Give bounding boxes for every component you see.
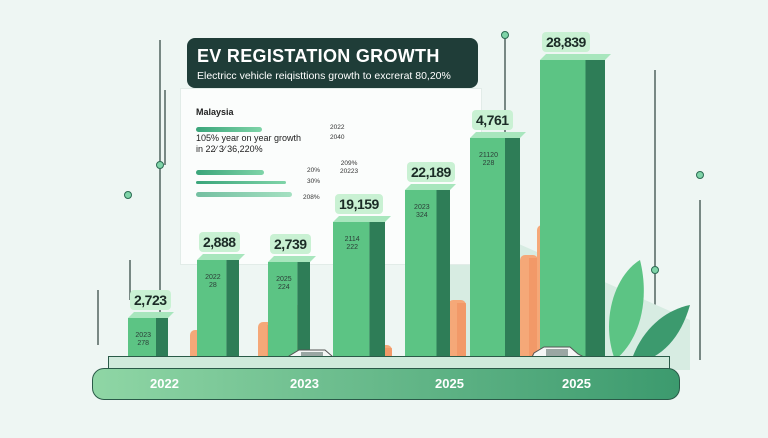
- chart-subtitle: Electricc vehicle reiqisttions growth to…: [197, 70, 451, 82]
- leaf-icon: [609, 260, 644, 360]
- growth-note: 105% year on year growth in 22∕ 3∕ 36,22…: [196, 133, 302, 154]
- bar-sublabel: 2023 324: [414, 204, 430, 219]
- data-label: 19,159: [335, 194, 383, 214]
- bar-label: 2040: [330, 134, 345, 141]
- chart-title: EV REGISTATION GROWTH: [197, 46, 440, 66]
- progress-bar: [196, 127, 262, 132]
- bar-label: 30%: [307, 178, 321, 185]
- timeline-top: [108, 356, 670, 371]
- bar-top: [128, 312, 174, 318]
- bar-sublabel: 21120 228: [479, 152, 498, 167]
- bar-top: [197, 254, 245, 260]
- bar: [268, 262, 298, 368]
- region-label: Malaysia: [196, 107, 234, 117]
- progress-bar: [196, 181, 286, 184]
- bar-label: 208%: [303, 194, 320, 201]
- connector-dot: [156, 161, 164, 169]
- timeline-year: 2022: [150, 376, 179, 391]
- bar-sublabel: 2023 278: [135, 332, 151, 347]
- timeline-year: 2025: [435, 376, 464, 391]
- bar: [333, 222, 370, 368]
- leaf-icon: [630, 305, 690, 365]
- bar-sublabel: 2114 222: [344, 236, 360, 251]
- progress-bar: [196, 170, 264, 175]
- bar-label: 2022: [330, 124, 345, 131]
- bar-side: [505, 138, 520, 368]
- bar: [540, 60, 586, 368]
- timeline-year: 2023: [290, 376, 319, 391]
- bar-sublabel: 2022 28: [205, 274, 221, 289]
- secondary-bar-shade: [529, 258, 538, 368]
- bar-side: [156, 318, 168, 368]
- timeline-year: 2025: [562, 376, 591, 391]
- data-label: 2,739: [270, 234, 311, 254]
- connector-dot: [501, 31, 509, 39]
- bar-top: [333, 216, 391, 222]
- bar: [197, 260, 227, 368]
- bar-top: [540, 54, 611, 60]
- bar-label: 20%: [307, 167, 321, 174]
- secondary-bar-shade: [457, 303, 466, 368]
- data-label: 22,189: [407, 162, 455, 182]
- connector-dot: [124, 191, 132, 199]
- bar-side: [436, 190, 450, 368]
- bar-side: [226, 260, 239, 368]
- bar: [405, 190, 437, 368]
- bar-sublabel: 2025 224: [276, 276, 292, 291]
- bar-top: [268, 256, 316, 262]
- data-label: 4,761: [472, 110, 513, 130]
- timeline: [92, 368, 680, 400]
- data-label: 28,839: [542, 32, 590, 52]
- bar-top: [470, 132, 526, 138]
- title-box: EV REGISTATION GROWTH Electricc vehicle …: [187, 38, 478, 88]
- car-window: [546, 349, 568, 356]
- car-window: [301, 352, 323, 359]
- bar: [470, 138, 505, 368]
- progress-bar: [196, 192, 292, 197]
- bar-side: [369, 222, 385, 368]
- side-label: 209% 20223: [340, 160, 359, 175]
- bar-top: [405, 184, 456, 190]
- data-label: 2,888: [199, 232, 240, 252]
- bar-side: [297, 262, 310, 368]
- data-label: 2,723: [130, 290, 171, 310]
- connector-dot: [651, 266, 659, 274]
- bar-side: [585, 60, 605, 368]
- connector-dot: [696, 171, 704, 179]
